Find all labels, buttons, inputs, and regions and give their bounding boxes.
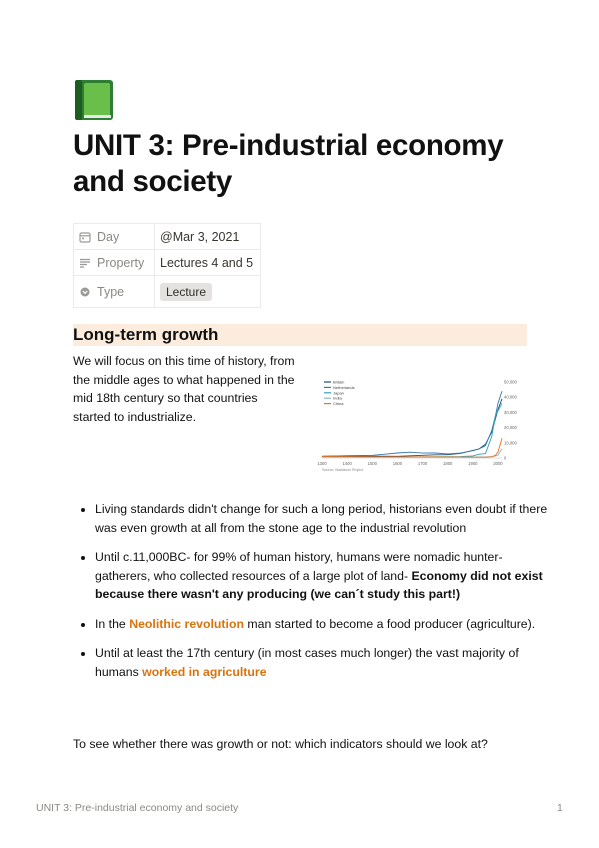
bullet-text: Until c.11,000BC- for 99% of human histo… [95,550,503,583]
calendar-icon [79,231,91,243]
property-row-property[interactable]: Property Lectures 4 and 5 [73,249,261,276]
bullet-text: Living standards didn't change for such … [95,502,548,535]
bullet-item: In the Neolithic revolution man started … [95,615,555,634]
legend-label: China [333,401,344,406]
intro-paragraph: We will focus on this time of history, f… [73,354,295,424]
legend-label: Britain [333,380,344,385]
property-name-label: Type [97,284,125,299]
chart-source: Source: Maddison Project [322,468,363,472]
y-tick-label: 40,000 [504,395,517,400]
property-value-day[interactable]: @Mar 3, 2021 [154,223,261,250]
bold-text: Economy did not exist because there wasn… [95,568,543,602]
series-line [321,438,503,458]
property-name-cell: Day [73,223,155,250]
property-value-type[interactable]: Lecture [154,275,261,308]
x-tick-label: 1800 [443,461,453,466]
y-tick-label: 30,000 [504,410,517,415]
x-tick-label: 1500 [368,461,378,466]
legend-label: Japan [333,390,344,395]
property-name-cell: Type [73,275,155,308]
series-line [321,391,503,457]
bullet-text: In the [95,616,130,631]
property-name-label: Day [97,229,120,244]
footer-page-number: 1 [557,802,563,814]
x-tick-label: 1700 [418,461,428,466]
bullet-item: Until at least the 17th century (in most… [95,644,555,681]
legend-label: India [333,396,342,401]
x-tick-label: 1300 [317,461,327,466]
properties-table: Day @Mar 3, 2021 Property Lectures 4 and… [73,223,261,308]
series-line [321,403,503,458]
type-tag[interactable]: Lecture [160,282,213,301]
bullet-text: Until at least the 17th century (in most… [95,646,519,679]
y-tick-label: 0 [504,456,507,461]
bullet-text: man started to become a food producer (a… [243,616,536,631]
x-tick-label: 1400 [342,461,352,466]
property-name-label: Property [97,255,145,270]
bullet-item: Living standards didn't change for such … [95,500,555,537]
property-row-type[interactable]: Type Lecture [73,275,261,308]
closing-question: To see whether there was growth or not: … [73,737,488,751]
footer-title: UNIT 3: Pre-industrial economy and socie… [36,802,239,814]
y-tick-label: 50,000 [504,380,517,385]
page-title: UNIT 3: Pre-industrial economy and socie… [73,129,504,198]
select-circle-icon [80,287,90,296]
x-tick-label: 1900 [468,461,478,466]
highlight-text: Neolithic revolution [129,616,244,631]
green-book-icon[interactable] [74,79,114,121]
section-heading: Long-term growth [73,324,527,346]
property-name-cell: Property [73,249,155,276]
bullet-item: Until c.11,000BC- for 99% of human histo… [95,548,555,604]
legend-label: Netherlands [333,385,355,390]
highlight-text: worked in agriculture [142,664,267,679]
x-tick-label: 2000 [493,461,503,466]
bullet-list: Living standards didn't change for such … [73,500,555,692]
x-tick-label: 1600 [393,461,403,466]
text-lines-icon [80,258,90,268]
y-tick-label: 20,000 [504,425,517,430]
property-value-property[interactable]: Lectures 4 and 5 [154,249,261,276]
y-tick-label: 10,000 [504,440,517,445]
series-line [321,398,503,457]
property-row-day[interactable]: Day @Mar 3, 2021 [73,223,261,250]
